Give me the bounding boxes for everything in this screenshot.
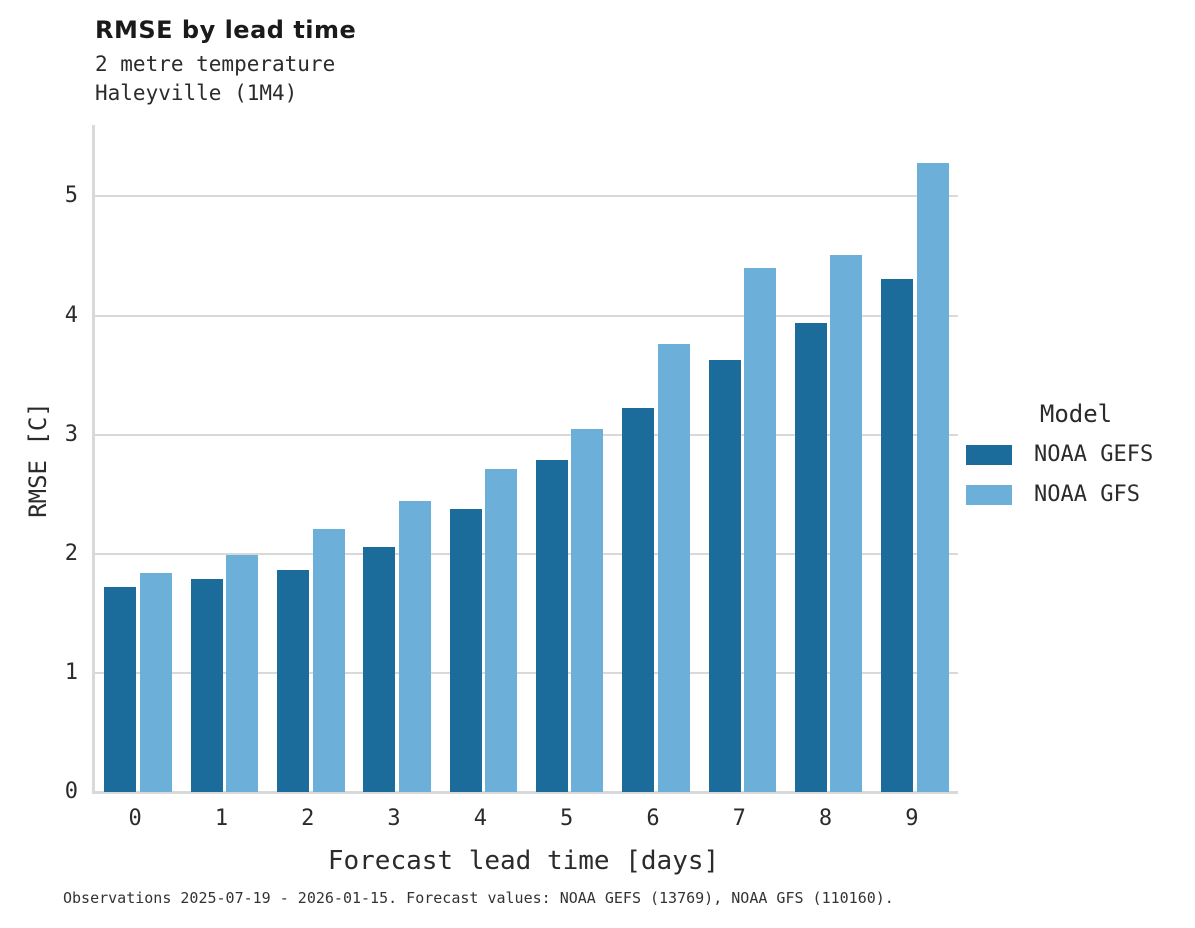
legend-label: NOAA GEFS	[1034, 442, 1154, 467]
x-axis-line	[92, 791, 958, 794]
bar-noaa-gfs-lead-5	[571, 428, 604, 792]
x-axis-label: Forecast lead time [days]	[327, 846, 720, 876]
legend-swatch-icon	[966, 484, 1012, 505]
gridline-y-1	[95, 671, 958, 674]
legend-rows: NOAA GEFS NOAA GFS	[966, 442, 1186, 507]
legend-title: Model	[1039, 400, 1113, 428]
bar-noaa-gfs-lead-6	[657, 344, 690, 792]
x-tick-label-0: 0	[128, 806, 142, 831]
bar-noaa-gefs-lead-5	[535, 459, 568, 792]
bar-noaa-gfs-lead-2	[312, 528, 345, 792]
chart-title: RMSE by lead time	[95, 16, 357, 44]
gridline-y-5	[95, 195, 958, 198]
gridline-y-4	[95, 314, 958, 317]
x-tick-label-1: 1	[214, 806, 229, 831]
bar-noaa-gefs-lead-6	[622, 408, 655, 792]
chart-subtitle-variable: 2 metre temperature	[95, 52, 336, 76]
chart-subtitle-station: Haleyville (1M4)	[95, 81, 298, 105]
legend-item-noaa-gfs: NOAA GFS	[966, 482, 1186, 507]
bar-noaa-gefs-lead-8	[794, 322, 827, 792]
bar-noaa-gefs-lead-0	[104, 587, 137, 792]
footer-caption: Observations 2025-07-19 - 2026-01-15. Fo…	[63, 889, 894, 907]
legend: Model NOAA GEFS NOAA GFS	[966, 400, 1186, 522]
x-tick-label-8: 8	[818, 806, 833, 831]
y-tick-label-2: 2	[64, 540, 78, 566]
x-tick-label-5: 5	[560, 806, 574, 831]
y-axis-label: RMSE [C]	[24, 402, 52, 518]
gridline-y-2	[95, 552, 958, 555]
bar-noaa-gefs-lead-4	[449, 508, 482, 792]
bar-noaa-gefs-lead-3	[363, 546, 396, 792]
x-tick-label-7: 7	[732, 806, 746, 831]
bar-noaa-gfs-lead-4	[485, 469, 518, 792]
legend-item-noaa-gefs: NOAA GEFS	[966, 442, 1186, 467]
bar-noaa-gefs-lead-7	[708, 359, 741, 792]
bar-noaa-gfs-lead-3	[398, 501, 431, 792]
y-tick-label-1: 1	[64, 659, 78, 685]
bar-noaa-gfs-lead-1	[226, 554, 259, 792]
y-tick-label-0: 0	[64, 779, 78, 804]
x-tick-label-6: 6	[646, 806, 660, 831]
bar-noaa-gfs-lead-0	[139, 572, 172, 792]
bar-noaa-gfs-lead-8	[830, 254, 863, 792]
legend-swatch-icon	[966, 444, 1012, 465]
bar-noaa-gefs-lead-9	[881, 278, 914, 792]
bar-noaa-gefs-lead-2	[277, 570, 309, 792]
y-tick-label-4: 4	[64, 302, 78, 328]
x-tick-label-2: 2	[301, 806, 315, 831]
gridline-y-3	[95, 433, 958, 436]
plot-area	[92, 125, 958, 794]
bar-noaa-gfs-lead-9	[916, 163, 949, 792]
bar-noaa-gfs-lead-7	[744, 267, 776, 792]
x-tick-label-4: 4	[473, 806, 487, 831]
legend-label: NOAA GFS	[1034, 482, 1140, 507]
y-tick-label-5: 5	[64, 183, 78, 209]
y-tick-label-3: 3	[64, 421, 78, 447]
x-tick-label-9: 9	[905, 806, 919, 831]
x-tick-label-3: 3	[387, 806, 401, 831]
bar-noaa-gefs-lead-1	[190, 578, 223, 792]
